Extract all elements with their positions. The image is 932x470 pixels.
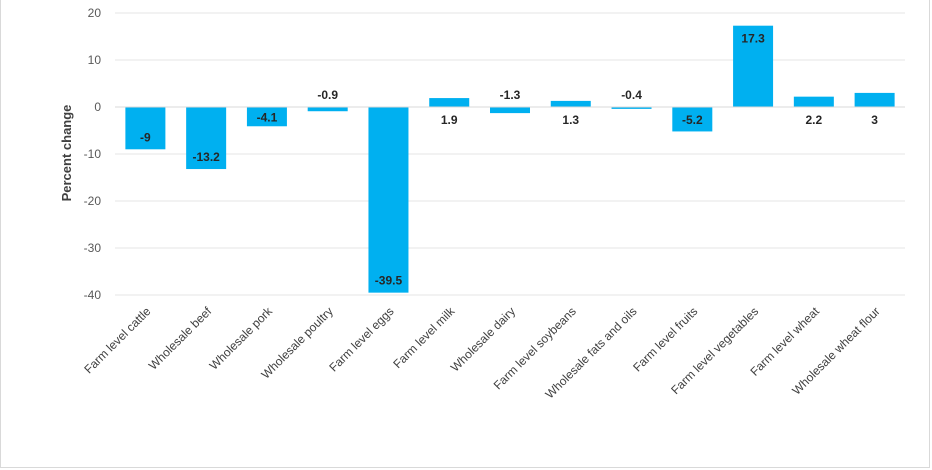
bars xyxy=(125,25,895,293)
category-label: Farm level milk xyxy=(390,304,458,372)
bar xyxy=(307,107,348,112)
gridlines xyxy=(115,12,905,296)
data-label: -13.2 xyxy=(192,150,220,164)
y-axis-ticks: 20 10 0 -10 -20 -30 -40 xyxy=(84,6,102,302)
y-tick-label: -20 xyxy=(84,194,102,208)
y-tick-label: 20 xyxy=(88,6,102,20)
bar xyxy=(672,107,713,132)
category-label: Wholesale beef xyxy=(146,304,215,373)
data-label: 1.3 xyxy=(562,113,579,127)
bar xyxy=(733,25,774,107)
category-label: Farm level eggs xyxy=(326,304,396,374)
bar xyxy=(368,107,409,293)
bar xyxy=(793,96,834,107)
y-axis-label: Percent change xyxy=(59,105,74,202)
data-label: -9 xyxy=(140,130,151,144)
data-label: -4.1 xyxy=(257,111,278,125)
category-label: Wholesale dairy xyxy=(448,304,518,374)
bar xyxy=(125,107,166,150)
bar xyxy=(550,100,591,107)
data-label: 17.3 xyxy=(741,32,765,46)
y-tick-label: -30 xyxy=(84,241,102,255)
y-tick-label: 10 xyxy=(88,53,102,67)
bar xyxy=(490,107,530,114)
data-label: 3 xyxy=(871,113,878,127)
data-label: -0.9 xyxy=(317,88,338,102)
data-label: -39.5 xyxy=(375,274,403,288)
bar xyxy=(429,98,470,107)
y-tick-label: -40 xyxy=(84,288,102,302)
data-label: -0.4 xyxy=(621,88,642,102)
y-tick-label: 0 xyxy=(94,100,101,114)
bar xyxy=(854,92,895,107)
y-tick-label: -10 xyxy=(84,147,102,161)
bar xyxy=(246,107,287,127)
category-label: Wholesale pork xyxy=(207,304,276,373)
data-label: 2.2 xyxy=(806,113,823,127)
bar xyxy=(186,107,227,170)
data-label: 1.9 xyxy=(441,113,458,127)
data-labels: -9 -13.2 -4.1 -0.9 -39.5 1.9 -1.3 1.3 -0.4 -5.2 17… xyxy=(140,32,878,288)
category-label: Farm level cattle xyxy=(81,304,153,376)
bar xyxy=(611,107,652,109)
data-label: -1.3 xyxy=(500,88,521,102)
category-label: Farm level fruits xyxy=(630,304,700,374)
data-label: -5.2 xyxy=(682,113,703,127)
